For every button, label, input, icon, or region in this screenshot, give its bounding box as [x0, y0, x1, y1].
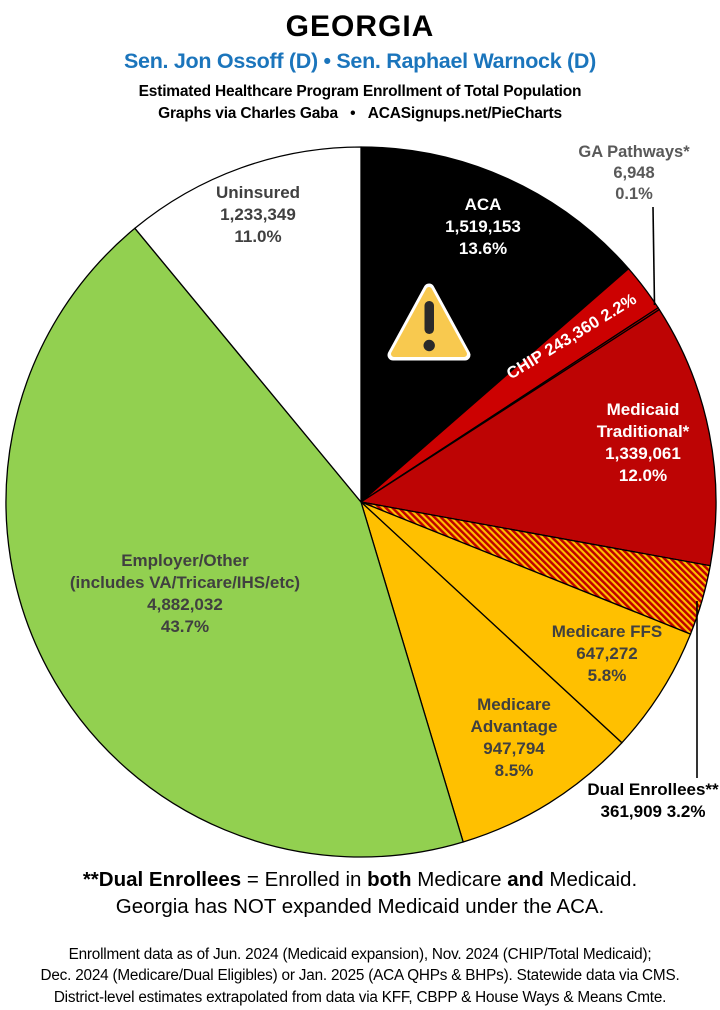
pie-slice-medicare_advantage: [360, 501, 623, 843]
pie-slice-aca: [360, 146, 630, 503]
data-source-footer: Enrollment data as of Jun. 2024 (Medicai…: [0, 944, 720, 1008]
label-adv-value: 947,794: [483, 739, 545, 758]
warning-icon: [387, 283, 471, 361]
label-medicare-ffs: Medicare FFS 647,272 5.8%: [552, 621, 663, 687]
label-dual-name: Dual Enrollees**: [587, 780, 719, 799]
note-r2: Medicare: [411, 868, 508, 891]
label-medicare-advantage: Medicare Advantage 947,794 8.5%: [471, 694, 558, 782]
label-medicaid-name2: Traditional*: [596, 422, 690, 441]
label-medicaid-value: 1,339,061: [605, 444, 681, 463]
note-r1: = Enrolled in: [241, 868, 368, 891]
note-line-1: **Dual Enrollees = Enrolled in both Medi…: [0, 866, 720, 893]
label-ga-pathways: GA Pathways* 6,948 0.1%: [578, 142, 689, 205]
footer-line-3: District-level estimates extrapolated fr…: [53, 988, 667, 1006]
footer-line-1: Enrollment data as of Jun. 2024 (Medicai…: [68, 946, 652, 963]
pie-slices: [5, 146, 717, 858]
dual-enrollees-note: **Dual Enrollees = Enrolled in both Medi…: [0, 866, 720, 920]
label-uninsured: Uninsured 1,233,349 11.0%: [216, 182, 300, 248]
label-aca-name: ACA: [464, 195, 502, 214]
label-employer-other: Employer/Other (includes VA/Tricare/IHS/…: [70, 550, 300, 638]
label-ga-pct: 0.1%: [615, 185, 653, 203]
label-aca-value: 1,519,153: [445, 217, 521, 236]
label-aca-pct: 13.6%: [458, 239, 508, 258]
note-b3: and: [507, 868, 544, 891]
note-b2: both: [367, 868, 412, 891]
label-employer-pct: 43.7%: [160, 617, 210, 636]
label-ffs-pct: 5.8%: [587, 666, 627, 685]
label-medicaid-traditional: Medicaid Traditional* 1,339,061 12.0%: [597, 399, 690, 487]
label-dual-value: 361,909 3.2%: [600, 802, 706, 821]
label-uninsured-pct: 11.0%: [234, 227, 282, 246]
label-ga-value: 6,948: [613, 164, 655, 182]
label-adv-name1: Medicare: [477, 695, 551, 714]
note-r3: Medicaid.: [543, 868, 638, 891]
label-uninsured-name: Uninsured: [215, 183, 301, 202]
note-b1: **Dual Enrollees: [82, 868, 242, 891]
note-line-2: Georgia has NOT expanded Medicaid under …: [115, 895, 605, 918]
label-adv-name2: Advantage: [470, 717, 558, 736]
label-ffs-value: 647,272: [576, 644, 638, 663]
senators-line: Sen. Jon Ossoff (D) • Sen. Raphael Warno…: [124, 49, 596, 73]
label-employer-name1: Employer/Other: [121, 551, 249, 570]
label-medicaid-pct: 12.0%: [618, 466, 668, 485]
label-employer-value: 4,882,032: [147, 595, 223, 614]
label-medicaid-name1: Medicaid: [606, 400, 680, 419]
pie-slice-medicare_ffs: [360, 501, 692, 744]
label-dual-enrollees: Dual Enrollees** 361,909 3.2%: [587, 779, 718, 823]
pie-slice-employer_other: [5, 227, 464, 858]
footer-line-2: Dec. 2024 (Medicare/Dual Eligibles) or J…: [40, 967, 680, 985]
label-aca: ACA 1,519,153 13.6%: [445, 194, 521, 260]
label-ga-name: GA Pathways*: [578, 143, 690, 161]
pie-slice-uninsured: [134, 146, 362, 503]
attribution-line: Graphs via Charles Gaba • ACASignups.net…: [158, 105, 562, 122]
chart-subtitle: Estimated Healthcare Program Enrollment …: [138, 83, 582, 100]
label-employer-name2: (includes VA/Tricare/IHS/etc): [69, 573, 301, 592]
ga-pathways-pointer-line: [652, 206, 656, 306]
pie-slice-medicaid_traditional: [360, 308, 717, 567]
label-uninsured-value: 1,233,349: [220, 205, 296, 224]
label-ffs-name: Medicare FFS: [551, 622, 663, 641]
page-title: GEORGIA: [285, 10, 435, 43]
label-adv-pct: 8.5%: [494, 761, 534, 780]
